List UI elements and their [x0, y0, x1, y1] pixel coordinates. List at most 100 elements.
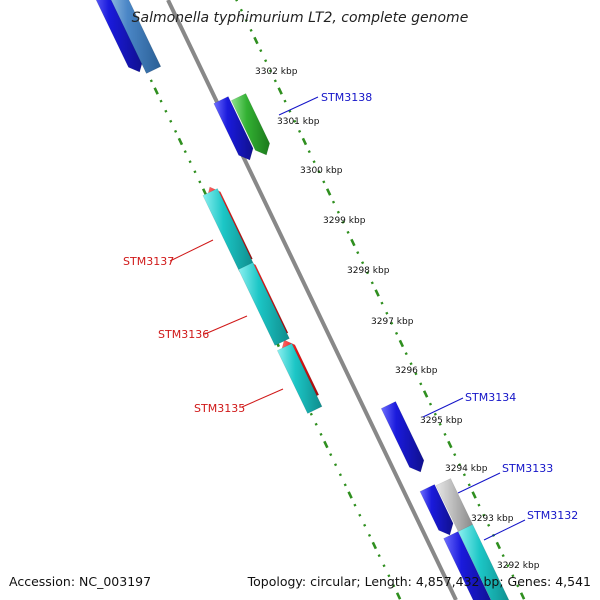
scale-tick	[419, 382, 423, 386]
scale-tick	[325, 188, 332, 196]
scale-tick	[277, 87, 283, 95]
scale-tick	[438, 422, 442, 426]
scale-tick	[404, 352, 408, 356]
scale-tick	[174, 129, 178, 133]
gene-label-stm3133[interactable]: STM3133	[502, 462, 553, 475]
gene-feature[interactable]	[419, 484, 454, 536]
scale-tick	[516, 584, 520, 588]
scale-tick	[244, 18, 248, 22]
kbp-scale-labels: 3302 kbp 3301 kbp 3300 kbp 3299 kbp 3298 kbp…	[255, 67, 540, 571]
scale-tick	[482, 513, 486, 517]
scale-tick	[467, 483, 471, 487]
scale-tick	[312, 160, 316, 164]
scale-tick	[398, 339, 405, 348]
kbp-label: 3294 kbp	[445, 464, 488, 474]
scale-tick	[487, 523, 491, 527]
plus-strand-tick-row	[235, 0, 526, 600]
scale-tick	[365, 271, 370, 275]
scale-tick	[433, 412, 437, 416]
scale-tick	[346, 230, 350, 234]
scale-tick	[177, 137, 184, 146]
scale-tick	[273, 79, 277, 83]
gene-feature[interactable]	[238, 262, 290, 346]
gene-label-stm3138[interactable]: STM3138	[321, 91, 372, 104]
scale-tick	[259, 49, 263, 53]
gene-label-stm3134[interactable]: STM3134	[465, 391, 516, 404]
gene-label-stm3132[interactable]: STM3132	[527, 509, 578, 522]
gene-features	[91, 0, 512, 600]
scale-tick	[164, 109, 168, 113]
gene-feature[interactable]	[91, 0, 144, 73]
gene-feature[interactable]	[276, 343, 323, 414]
map-title: Salmonella typhimurium LT2, complete gen…	[132, 10, 469, 26]
gene-feature[interactable]	[213, 96, 254, 161]
genome-summary-label: Topology: circular; Length: 4,857,432 bp…	[247, 574, 591, 589]
scale-tick	[307, 150, 311, 154]
scale-tick	[201, 188, 208, 196]
scale-tick	[374, 289, 380, 297]
scale-tick	[314, 422, 318, 426]
scale-tick	[382, 564, 386, 568]
scale-tick	[414, 372, 418, 376]
scale-tick	[394, 331, 399, 335]
kbp-label: 3302 kbp	[255, 67, 298, 77]
gene-label-stm3137[interactable]: STM3137	[123, 255, 174, 268]
scale-tick	[361, 261, 365, 265]
scale-tick	[309, 412, 313, 416]
scale-tick	[447, 440, 453, 449]
scale-tick	[149, 79, 153, 83]
scale-tick	[323, 440, 329, 449]
accession-label: Accession: NC_003197	[9, 574, 151, 589]
scale-tick	[329, 453, 333, 457]
callout-line-stm3137	[169, 239, 214, 262]
gene-feature[interactable]	[106, 0, 162, 74]
scale-tick	[336, 210, 340, 214]
scale-tick	[457, 463, 462, 467]
kbp-label: 3300 kbp	[300, 166, 343, 176]
scale-tick	[506, 564, 510, 568]
scale-tick	[377, 554, 381, 558]
scale-tick	[501, 554, 505, 558]
scale-tick	[358, 513, 362, 517]
callout-line-stm3135	[241, 388, 284, 408]
scale-tick	[159, 99, 163, 103]
scale-tick	[395, 592, 402, 600]
scale-tick	[264, 59, 268, 63]
scale-tick	[428, 402, 433, 406]
scale-tick	[249, 28, 253, 32]
gene-feature[interactable]	[443, 531, 494, 600]
gene-feature[interactable]	[457, 524, 512, 600]
callout-line-stm3134	[422, 397, 464, 418]
gene-feature[interactable]	[230, 93, 271, 156]
scale-tick	[341, 220, 345, 224]
scale-tick	[356, 251, 360, 255]
scale-tick	[495, 541, 502, 550]
gene-feature[interactable]	[202, 188, 255, 272]
scale-tick	[392, 584, 396, 588]
scale-tick	[338, 473, 342, 477]
kbp-label: 3295 kbp	[420, 416, 463, 426]
scale-tick	[188, 160, 192, 164]
gene-callouts: STM3138 STM3137 STM3136 STM3135 STM3134 …	[123, 91, 578, 541]
scale-tick	[283, 99, 287, 103]
scale-tick	[322, 180, 326, 184]
kbp-label: 3297 kbp	[371, 317, 414, 327]
scale-tick	[347, 491, 353, 499]
kbp-label: 3299 kbp	[323, 216, 366, 226]
scale-tick	[343, 483, 347, 487]
kbp-label: 3296 kbp	[395, 366, 438, 376]
gene-label-stm3135[interactable]: STM3135	[194, 402, 245, 415]
scale-tick	[198, 180, 202, 184]
scale-tick	[371, 541, 378, 550]
scale-tick	[443, 432, 447, 436]
gene-label-stm3136[interactable]: STM3136	[158, 328, 209, 341]
scale-tick	[183, 150, 187, 154]
callout-line-stm3133	[457, 472, 501, 494]
scale-tick	[253, 36, 259, 45]
scale-tick	[453, 453, 457, 457]
scale-tick	[390, 321, 394, 325]
callout-line-stm3136	[204, 315, 248, 335]
gene-feature[interactable]	[380, 401, 425, 473]
